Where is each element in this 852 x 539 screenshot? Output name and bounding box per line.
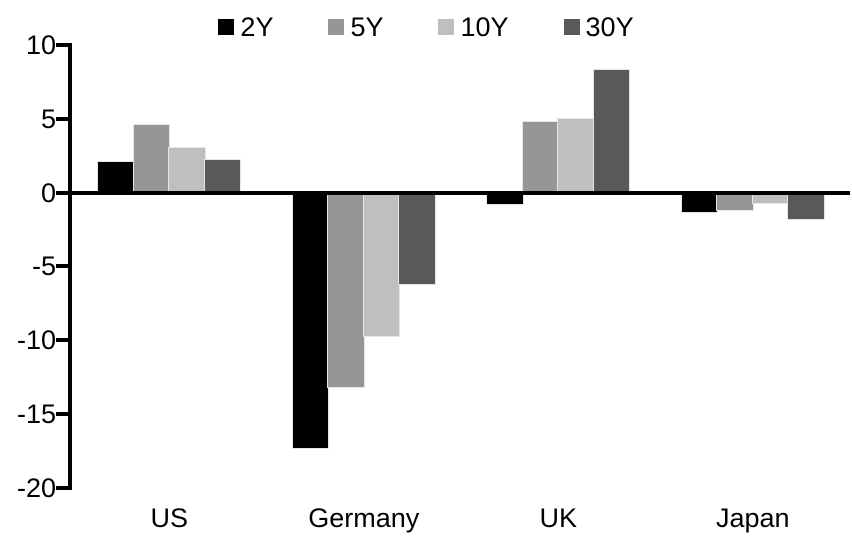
- legend-swatch-2y: [218, 19, 235, 35]
- bar-us-10y: [168, 147, 206, 194]
- x-category-label-japan: Japan: [715, 503, 790, 533]
- legend-swatch-5y: [328, 19, 345, 35]
- y-axis-tick: [56, 411, 72, 416]
- y-tick-label: 5: [40, 103, 56, 134]
- legend-swatch-30y: [563, 19, 580, 35]
- bar-uk-5y: [521, 120, 560, 194]
- bar-uk-2y: [486, 191, 524, 206]
- bar-uk-30y: [592, 69, 631, 194]
- y-axis-tick: [56, 116, 72, 121]
- y-tick-label: -20: [16, 472, 56, 503]
- bar-uk-10y: [557, 117, 595, 194]
- y-axis-tick: [56, 485, 72, 490]
- x-category-label-uk: UK: [539, 503, 577, 533]
- y-tick-label: -15: [16, 398, 56, 429]
- bar-germany-30y: [398, 191, 436, 285]
- y-axis-tick: [56, 190, 72, 195]
- bar-us-30y: [203, 159, 242, 194]
- x-category-label-germany: Germany: [308, 503, 420, 533]
- legend-item-10y: 10Y: [438, 12, 509, 42]
- y-tick-label: 0: [40, 177, 56, 208]
- x-category-label-us: US: [150, 503, 188, 533]
- bar-germany-10y: [362, 191, 401, 337]
- legend-label: 2Y: [240, 12, 274, 42]
- y-tick-label: 10: [25, 30, 56, 60]
- y-tick-label: -5: [31, 251, 56, 282]
- zero-axis-line: [68, 190, 850, 195]
- legend-item-5y: 5Y: [328, 12, 383, 42]
- legend-swatch-10y: [438, 19, 455, 35]
- y-axis-tick: [56, 338, 72, 342]
- y-axis-tick: [56, 264, 72, 269]
- legend-label: 10Y: [460, 12, 509, 42]
- bar-germany-2y: [291, 191, 330, 449]
- y-axis-tick: [56, 43, 72, 47]
- bar-us-2y: [97, 160, 135, 194]
- legend-label: 5Y: [350, 12, 384, 42]
- legend-item-2y: 2Y: [218, 12, 273, 42]
- bar-japan-10y: [751, 191, 790, 204]
- bar-japan-30y: [787, 191, 825, 221]
- chart-legend: 2Y 5Y 10Y 30Y: [0, 12, 852, 42]
- legend-label: 30Y: [585, 12, 634, 42]
- legend-item-30y: 30Y: [563, 12, 634, 42]
- bar-germany-5y: [327, 191, 365, 389]
- bar-japan-5y: [716, 191, 754, 212]
- y-tick-label: -10: [16, 325, 56, 355]
- bar-us-5y: [132, 123, 171, 194]
- bar-japan-2y: [680, 191, 719, 213]
